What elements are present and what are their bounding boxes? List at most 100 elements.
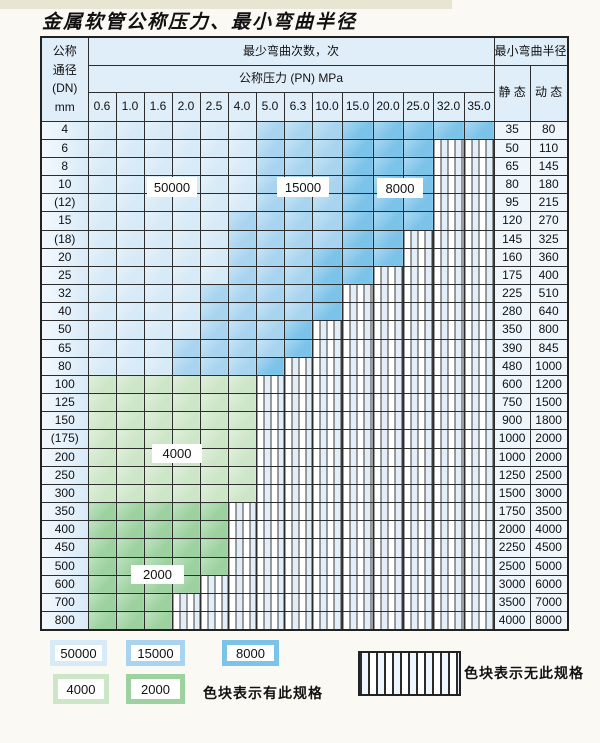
pressure-cell-no-spec <box>432 411 465 431</box>
zone-label: 15000 <box>277 177 329 197</box>
static-radius-cell: 1500 <box>493 483 531 504</box>
pressure-cell-no-spec <box>372 284 404 304</box>
pressure-cell-no-spec <box>402 574 434 594</box>
pressure-cell-no-spec <box>463 574 495 594</box>
table-row: 40 280 640 <box>40 302 569 322</box>
pressure-cell-available <box>143 193 173 213</box>
pressure-cell-no-spec <box>283 520 313 540</box>
pressure-cell-available <box>87 502 117 522</box>
dynamic-radius-cell: 3000 <box>529 483 569 504</box>
pressure-cell-no-spec <box>432 393 465 413</box>
pressure-cell-no-spec <box>463 338 495 358</box>
pressure-cell-available <box>227 338 257 358</box>
static-radius-cell: 50 <box>493 138 531 158</box>
dn-cell: 32 <box>40 284 89 304</box>
static-radius-cell: 3500 <box>493 592 531 613</box>
pressure-cell-available <box>199 502 229 522</box>
pressure-cell-no-spec <box>341 592 374 613</box>
pressure-cell-no-spec <box>402 411 434 431</box>
pressure-tick: 32.0 <box>432 91 465 122</box>
pressure-cell-available <box>143 247 173 267</box>
pressure-cell-available <box>143 284 173 304</box>
pressure-cell-no-spec <box>402 465 434 485</box>
pressure-cell-available <box>227 211 257 231</box>
pressure-cell-no-spec <box>432 356 465 376</box>
pressure-cell-available <box>402 156 434 177</box>
zone-label: 2000 <box>131 565 184 584</box>
dynamic-radius-cell: 640 <box>529 302 569 322</box>
pressure-cell-available <box>115 447 145 467</box>
dn-cell: 150 <box>40 411 89 431</box>
pressure-cell-no-spec <box>463 592 495 613</box>
pressure-cell-available <box>227 393 257 413</box>
pressure-cell-no-spec <box>463 556 495 576</box>
pressure-cell-available <box>171 520 201 540</box>
dynamic-radius-cell: 8000 <box>529 611 569 631</box>
pressure-cell-no-spec <box>402 374 434 395</box>
pressure-cell-available <box>171 302 201 322</box>
pressure-tick: 35.0 <box>463 91 495 122</box>
pressure-cell-available <box>372 247 404 267</box>
pressure-cell-available <box>87 465 117 485</box>
pressure-cell-available <box>115 356 145 376</box>
static-radius-cell: 1000 <box>493 429 531 449</box>
dn-cell: (18) <box>40 229 89 249</box>
pressure-cell-no-spec <box>432 520 465 540</box>
dn-cell: (12) <box>40 193 89 213</box>
pressure-cell-available <box>255 247 285 267</box>
static-radius-cell: 80 <box>493 175 531 195</box>
pressure-cell-available <box>311 120 343 140</box>
static-radius-cell: 3000 <box>493 574 531 594</box>
pressure-cell-no-spec <box>372 338 404 358</box>
pressure-cell-available <box>463 120 495 140</box>
zone-label: 8000 <box>377 178 423 198</box>
table-row: 80 480 1000 <box>40 356 569 376</box>
pressure-cell-available <box>171 229 201 249</box>
dn-cell: 600 <box>40 574 89 594</box>
pressure-cell-no-spec <box>227 592 257 613</box>
pressure-cell-available <box>199 120 229 140</box>
pressure-cell-available <box>341 120 374 140</box>
pressure-cell-no-spec <box>432 574 465 594</box>
table-row: (18) 145 325 <box>40 229 569 249</box>
pressure-cell-no-spec <box>402 338 434 358</box>
pressure-cell-no-spec <box>171 592 201 613</box>
pressure-cell-no-spec <box>402 611 434 631</box>
pressure-cell-no-spec <box>402 556 434 576</box>
header-dn-line: (DN) <box>52 81 78 96</box>
dn-cell: 80 <box>40 356 89 376</box>
pressure-cell-no-spec <box>341 356 374 376</box>
pressure-tick: 1.0 <box>115 91 145 122</box>
pressure-cell-available <box>171 374 201 395</box>
pressure-cell-no-spec <box>341 502 374 522</box>
pressure-cell-available <box>171 284 201 304</box>
dynamic-radius-cell: 215 <box>529 193 569 213</box>
dn-cell: (175) <box>40 429 89 449</box>
pressure-cell-available <box>115 538 145 558</box>
pressure-cell-available <box>87 211 117 231</box>
pressure-cell-no-spec <box>341 302 374 322</box>
pressure-cell-no-spec <box>227 574 257 594</box>
dynamic-radius-cell: 1800 <box>529 411 569 431</box>
pressure-cell-available <box>87 338 117 358</box>
pressure-cell-available <box>227 483 257 504</box>
dynamic-radius-cell: 1000 <box>529 356 569 376</box>
pressure-cell-available <box>143 374 173 395</box>
pressure-cell-available <box>87 156 117 177</box>
pressure-cell-available <box>199 229 229 249</box>
pressure-cell-available <box>283 138 313 158</box>
pressure-cell-no-spec <box>402 393 434 413</box>
pressure-cell-no-spec <box>255 374 285 395</box>
dn-cell: 4 <box>40 120 89 140</box>
dn-cell: 8 <box>40 156 89 177</box>
pressure-cell-no-spec <box>227 556 257 576</box>
pressure-cell-available <box>143 120 173 140</box>
zone-label: 4000 <box>152 444 202 463</box>
pressure-cell-available <box>341 193 374 213</box>
legend-swatch: 4000 <box>53 674 109 704</box>
zone-label: 50000 <box>147 177 197 197</box>
pressure-cell-no-spec <box>432 592 465 613</box>
pressure-cell-no-spec <box>341 284 374 304</box>
pressure-cell-no-spec <box>341 538 374 558</box>
pressure-cell-no-spec <box>463 302 495 322</box>
